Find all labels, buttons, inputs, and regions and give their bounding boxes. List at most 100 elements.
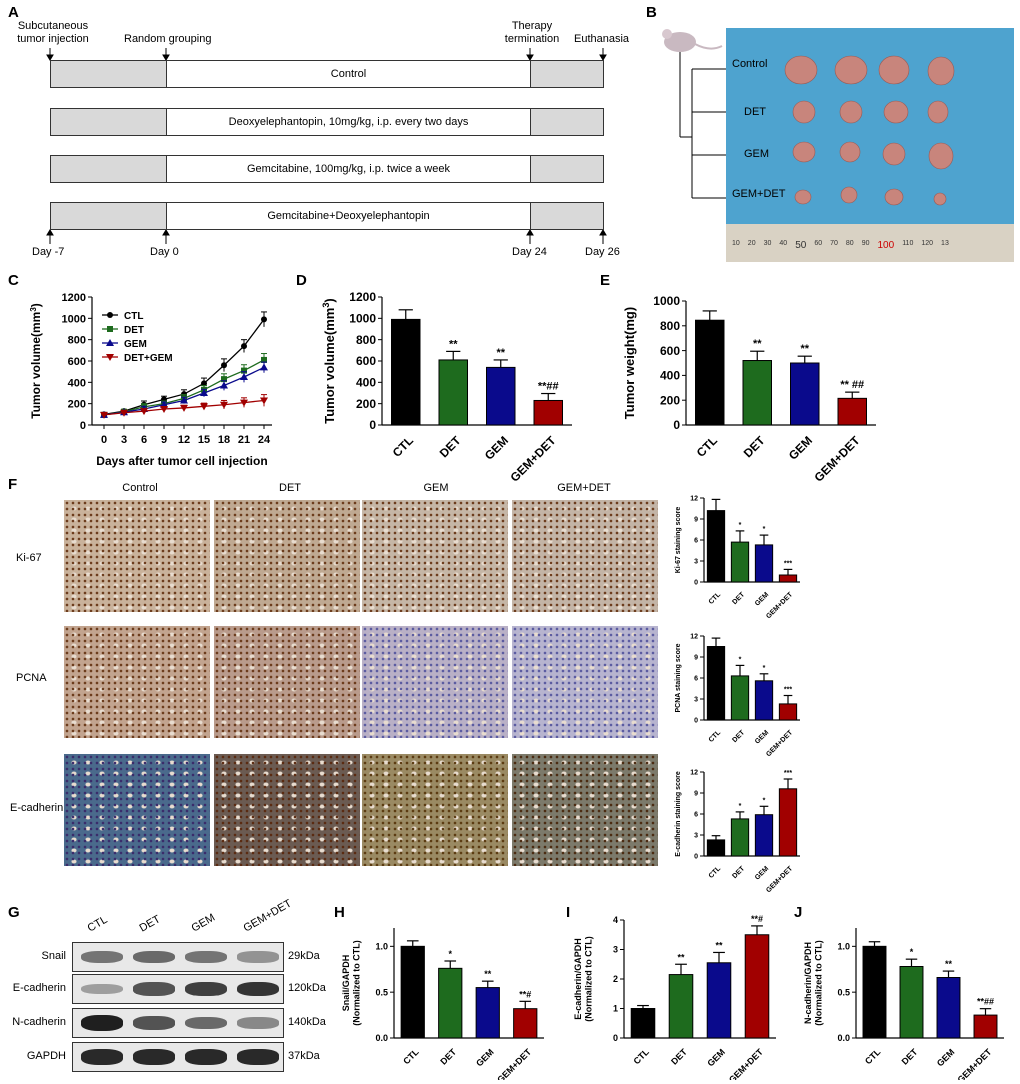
- ruler-tick-label: 80: [845, 240, 854, 247]
- photo-label-gem: GEM: [744, 148, 770, 160]
- label-termination: Therapy termination: [504, 20, 560, 45]
- panel-label-f: F: [8, 476, 18, 493]
- data-point: [221, 362, 227, 369]
- x-tick-label: GEM: [474, 1047, 496, 1069]
- chart-ecadherin-gapdh: 0 1 2 3 4 CTL ** DET ** GEM **# GEM+DET E-cadherin/G…: [573, 914, 776, 1080]
- data-point: [180, 396, 188, 404]
- x-tick-label: CTL: [708, 865, 723, 880]
- x-tick-label: DET: [741, 433, 768, 460]
- bar: [862, 945, 887, 1039]
- wb-band: [133, 1049, 175, 1065]
- y-tick-label: 1.0: [375, 941, 388, 951]
- wb-band: [185, 1049, 227, 1065]
- label-day26: Day 26: [585, 246, 620, 258]
- bar: [438, 359, 468, 426]
- ihc-image: [512, 626, 658, 738]
- ruler-tick-label: 30: [763, 240, 772, 247]
- wb-blot-strip: [72, 974, 284, 1004]
- significance-label: *: [763, 665, 766, 672]
- x-tick-label: 0: [101, 434, 107, 446]
- bar: [754, 544, 774, 583]
- bar: [790, 362, 820, 426]
- wb-band: [185, 981, 227, 997]
- significance-label: **#: [751, 914, 763, 924]
- wb-blot-strip: [72, 1008, 284, 1038]
- data-point: [241, 343, 247, 350]
- significance-label: ***: [784, 770, 792, 777]
- y-tick-label: 12: [690, 769, 698, 776]
- photo-label-det: DET: [744, 106, 766, 118]
- x-axis-title: Days after tumor cell injection: [96, 454, 267, 468]
- y-tick-label: 1000: [349, 312, 376, 326]
- ruler-tick-label: 100: [877, 240, 895, 251]
- bar-post-4: [530, 202, 604, 230]
- ihc-image: [362, 626, 508, 738]
- y-axis-title: Tumor weight(mg): [622, 307, 637, 419]
- ruler-tick-label: 50: [795, 240, 807, 251]
- legend-label: DET: [124, 325, 144, 336]
- y-tick-label: 1: [613, 1004, 618, 1014]
- mouse-dendrogram: [662, 29, 730, 199]
- y-tick-label: 400: [660, 369, 680, 383]
- x-tick-label: DET: [731, 591, 746, 606]
- bar: [706, 646, 726, 721]
- bar: [744, 934, 770, 1039]
- significance-label: *: [739, 522, 742, 529]
- y-tick-label: 1000: [653, 294, 680, 308]
- x-tick-label: GEM: [754, 865, 770, 881]
- bar: [706, 510, 726, 583]
- ruler-tick-label: 13: [941, 240, 949, 247]
- wb-lane-ctl: CTL: [86, 914, 110, 935]
- bar: [486, 366, 516, 426]
- bar-det-label: Deoxyelephantopin, 10mg/kg, i.p. every t…: [228, 116, 469, 128]
- ruler-tick-label: 110: [902, 240, 914, 247]
- bar-pre-1: [50, 60, 167, 88]
- bar-control: Control: [166, 60, 531, 88]
- bar-post-1: [530, 60, 604, 88]
- bar: [754, 814, 774, 857]
- panel-label-d: D: [296, 272, 307, 289]
- y-tick-label: 600: [356, 354, 376, 368]
- y-tick-label: 600: [660, 344, 680, 358]
- x-tick-label: DET: [900, 1047, 920, 1067]
- wb-blot-strip: [72, 942, 284, 972]
- ihc-image: [214, 754, 360, 866]
- ihc-image: [512, 754, 658, 866]
- data-point: [200, 403, 208, 411]
- x-tick-label: GEM+DET: [955, 1047, 993, 1080]
- significance-label: *: [763, 797, 766, 804]
- bar: [778, 788, 798, 857]
- significance-label: **: [800, 343, 809, 355]
- x-tick-label: 18: [218, 434, 230, 446]
- data-point: [260, 397, 268, 405]
- wb-band: [237, 1017, 279, 1029]
- y-tick-label: 9: [694, 790, 698, 797]
- ruler-tick-label: 10: [732, 240, 740, 247]
- photo-label-gemdet: GEM+DET: [732, 188, 786, 200]
- data-point: [241, 367, 247, 374]
- bar: [695, 319, 725, 426]
- x-tick-label: 9: [161, 434, 167, 446]
- ruler-tick-label: 40: [779, 240, 788, 247]
- legend-marker: [107, 326, 113, 332]
- significance-label: *: [448, 949, 452, 959]
- chart-snail-gapdh: 0.0 0.5 1.0 CTL * DET ** GEM **# GEM+DET Snail/GAP…: [341, 928, 544, 1080]
- x-tick-label: DET: [437, 433, 464, 460]
- chart-ncadherin-gapdh: 0.0 0.5 1.0 CTL * DET ** GEM **## GEM+DET N-cadher…: [803, 928, 1004, 1080]
- x-tick-label: GEM+DET: [495, 1047, 533, 1080]
- bar-control-label: Control: [330, 68, 367, 80]
- ruler-tick-label: 60: [814, 240, 823, 247]
- data-point: [160, 400, 168, 408]
- x-tick-label: GEM: [754, 729, 770, 745]
- x-tick-label: GEM+DET: [727, 1047, 765, 1080]
- y-tick-label: 1000: [62, 313, 86, 325]
- bar: [533, 399, 563, 426]
- wb-band: [237, 951, 279, 963]
- data-point: [200, 389, 208, 396]
- x-tick-label: CTL: [708, 591, 723, 606]
- x-tick-label: GEM+DET: [765, 865, 795, 892]
- ihc-image: [362, 754, 508, 866]
- bar-post-3: [530, 155, 604, 183]
- wb-protein-label: E-cadherin: [12, 982, 66, 994]
- bar: [730, 818, 750, 857]
